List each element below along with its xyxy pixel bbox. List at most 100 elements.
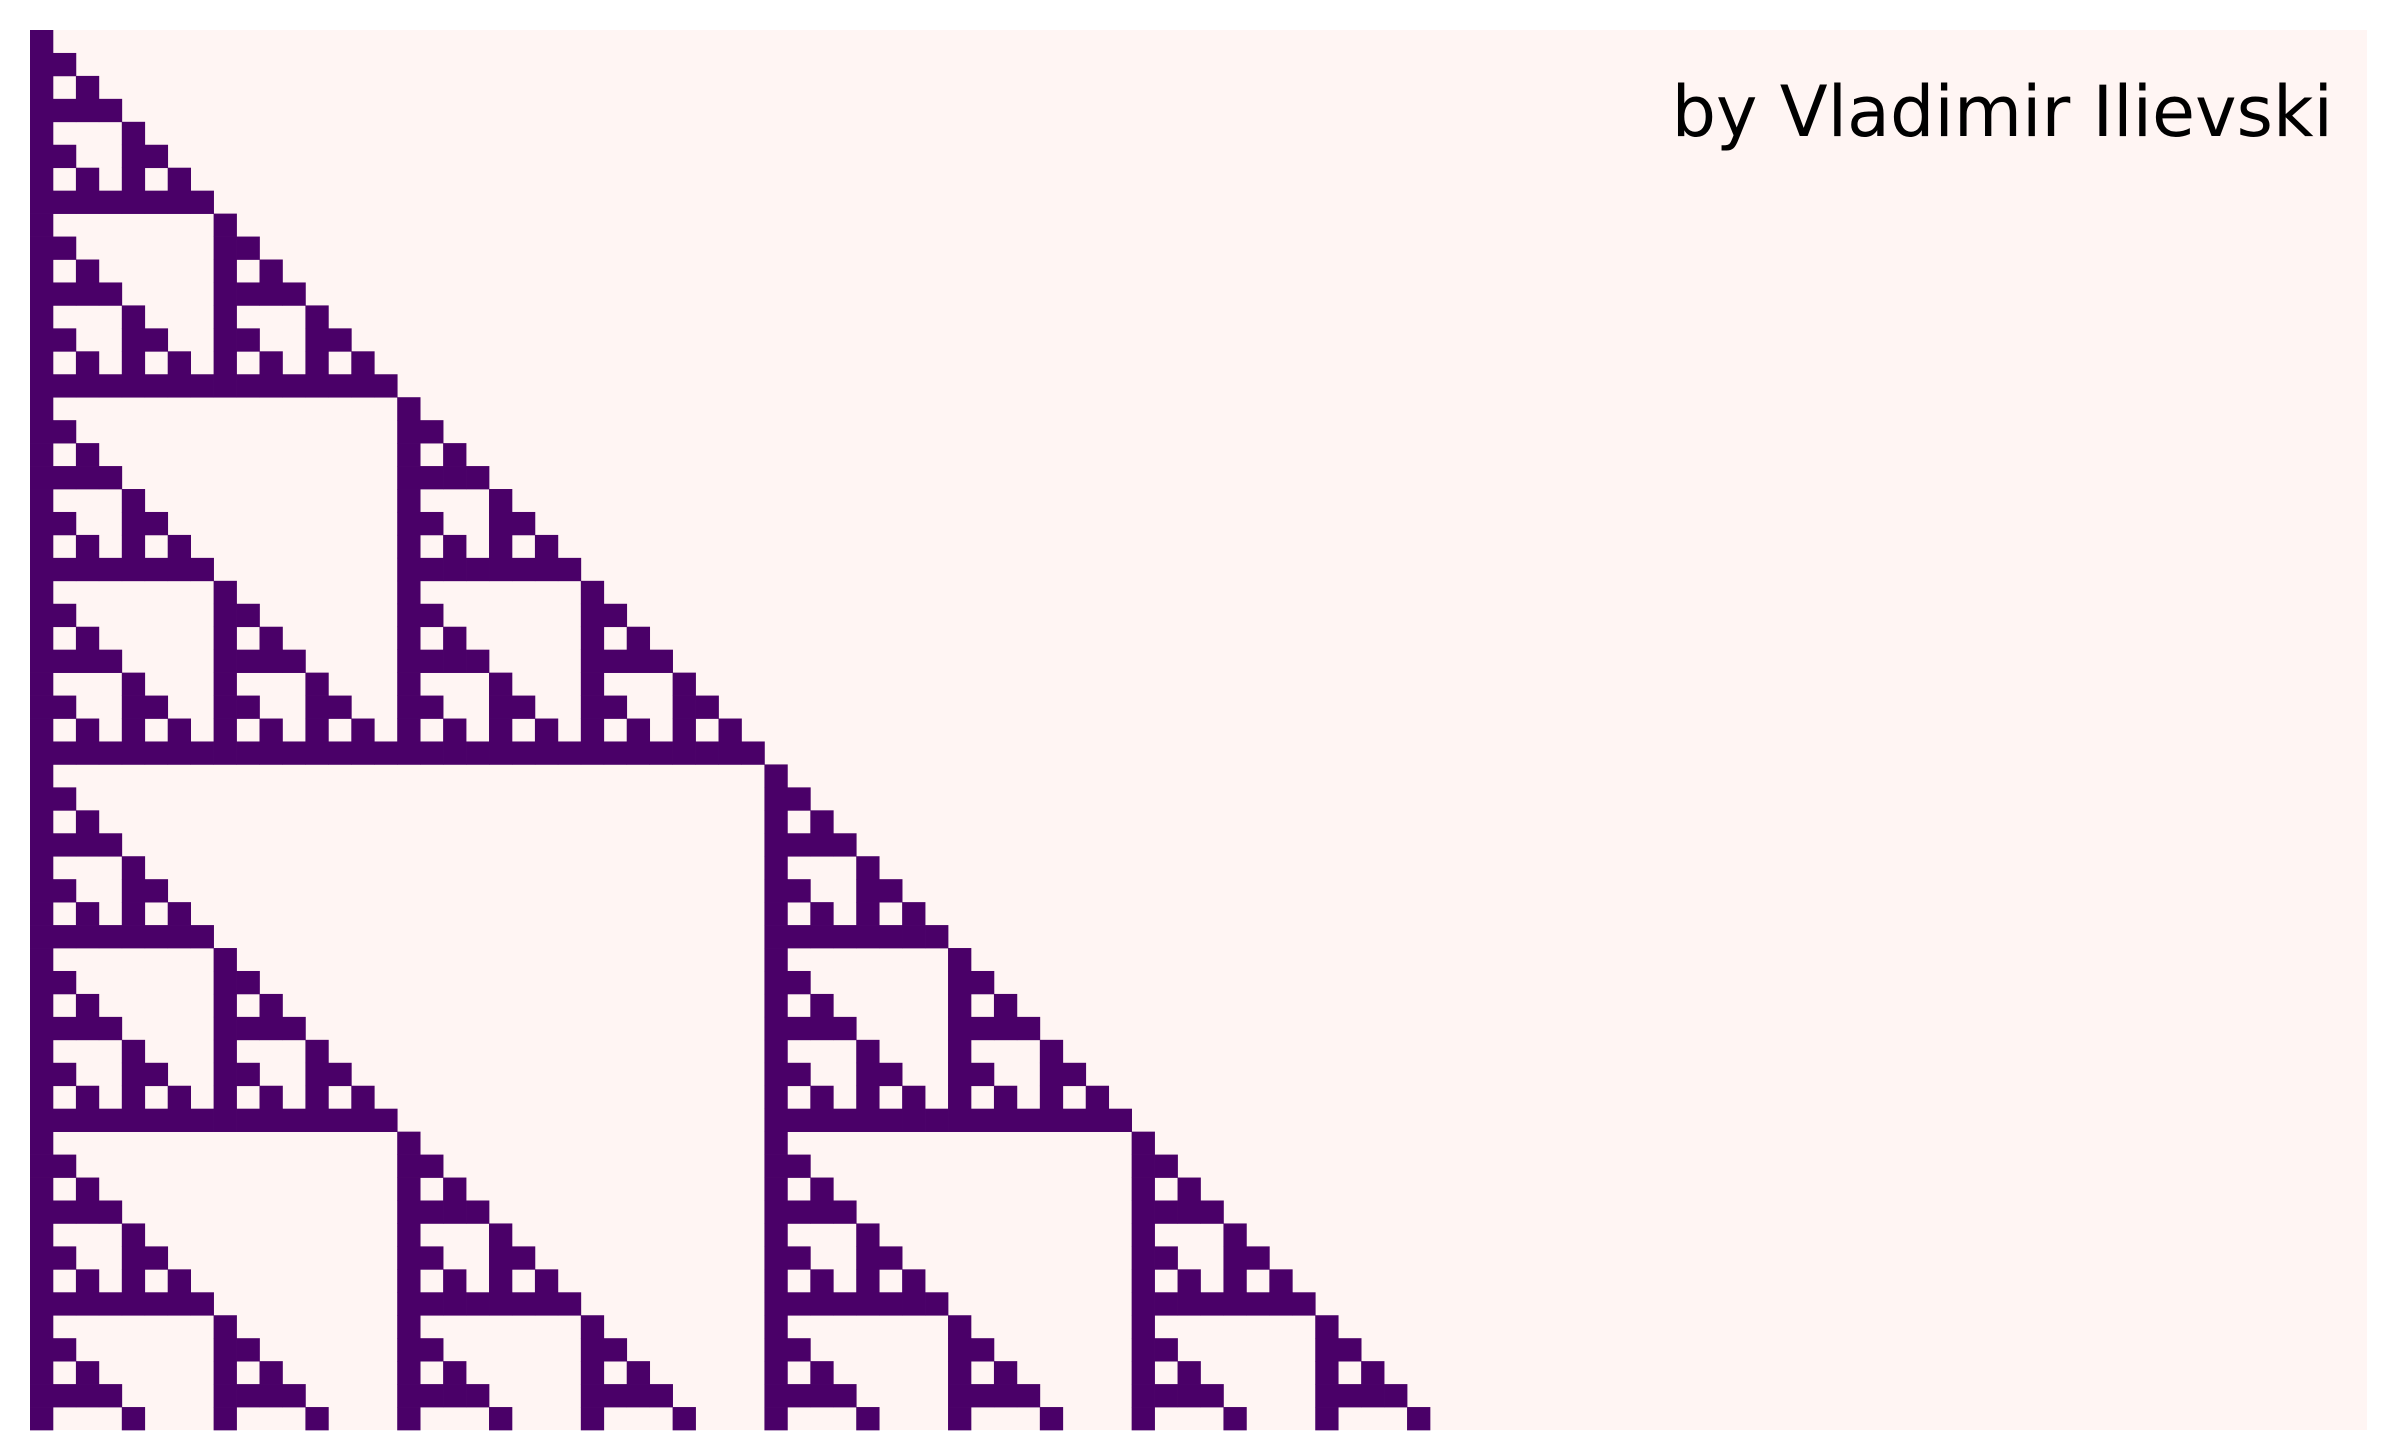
filled-cell xyxy=(190,190,214,214)
filled-cell xyxy=(764,879,788,903)
filled-cell xyxy=(30,1384,54,1408)
filled-cell xyxy=(75,1269,100,1293)
filled-cell xyxy=(144,557,169,582)
filled-cell xyxy=(948,1085,972,1110)
filled-cell xyxy=(1131,1269,1155,1293)
filled-cell xyxy=(925,925,949,949)
filled-cell xyxy=(397,626,421,651)
filled-cell xyxy=(213,213,237,237)
filled-cell xyxy=(1131,1177,1155,1201)
filled-cell xyxy=(30,1246,54,1270)
filled-cell xyxy=(30,764,54,788)
filled-cell xyxy=(1292,1292,1316,1316)
filled-cell xyxy=(557,557,582,582)
filled-cell xyxy=(397,534,421,559)
filled-cell xyxy=(420,557,444,582)
filled-cell xyxy=(764,810,788,834)
filled-cell xyxy=(466,466,490,490)
filled-cell xyxy=(856,1246,880,1270)
filled-cell xyxy=(511,695,536,719)
filled-cell xyxy=(787,1200,811,1224)
filled-cell xyxy=(397,672,421,696)
filled-cell xyxy=(1223,1269,1247,1293)
filled-cell xyxy=(30,75,54,100)
filled-cell xyxy=(30,1016,54,1041)
filled-cell xyxy=(30,1315,54,1339)
filled-cell xyxy=(1039,1085,1064,1110)
filled-cell xyxy=(580,1407,605,1431)
filled-cell xyxy=(580,1361,605,1385)
filled-cell xyxy=(672,1407,696,1431)
filled-cell xyxy=(1338,1384,1362,1408)
filled-cell xyxy=(511,557,536,582)
filled-cell xyxy=(167,167,192,192)
filled-cell xyxy=(30,374,54,398)
filled-cell xyxy=(649,741,673,765)
filled-cell xyxy=(121,1223,146,1247)
filled-cell xyxy=(52,741,77,765)
filled-cell xyxy=(305,1108,329,1132)
filled-cell xyxy=(1154,1292,1178,1316)
filled-cell xyxy=(213,1016,237,1041)
filled-cell xyxy=(879,1108,903,1132)
filled-cell xyxy=(213,672,237,696)
filled-cell xyxy=(764,1154,788,1178)
filled-cell xyxy=(718,718,742,742)
filled-cell xyxy=(236,1338,260,1362)
filled-cell xyxy=(144,511,169,536)
filled-cell xyxy=(213,1407,237,1431)
filled-cell xyxy=(213,1315,237,1339)
filled-cell xyxy=(30,351,54,375)
filled-cell xyxy=(30,1177,54,1201)
filled-cell xyxy=(787,787,811,811)
filled-cell xyxy=(121,121,146,146)
filled-cell xyxy=(75,993,100,1018)
filled-cell xyxy=(1154,1200,1178,1224)
filled-cell xyxy=(489,1292,513,1316)
filled-cell xyxy=(603,1338,628,1362)
filled-cell xyxy=(948,1384,972,1408)
filled-cell xyxy=(1315,1361,1339,1385)
filled-cell xyxy=(856,925,880,949)
filled-cell xyxy=(626,649,651,673)
filled-cell xyxy=(213,993,237,1018)
filled-cell xyxy=(443,1292,467,1316)
filled-cell xyxy=(282,374,306,398)
filled-cell xyxy=(305,741,329,765)
filled-cell xyxy=(557,741,582,765)
filled-cell xyxy=(764,1039,788,1064)
filled-cell xyxy=(1016,1016,1041,1041)
filled-cell xyxy=(833,1384,857,1408)
filled-cell xyxy=(833,1108,857,1132)
filled-cell xyxy=(144,741,169,765)
filled-cell xyxy=(902,1292,926,1316)
filled-cell xyxy=(603,741,628,765)
filled-cell xyxy=(328,374,352,398)
filled-cell xyxy=(1131,1292,1155,1316)
filled-cell xyxy=(397,649,421,673)
filled-cell xyxy=(75,1108,100,1132)
filled-cell xyxy=(351,1085,375,1110)
filled-cell xyxy=(764,1062,788,1087)
filled-cell xyxy=(52,557,77,582)
filled-cell xyxy=(626,741,651,765)
filled-cell xyxy=(443,1361,467,1385)
filled-cell xyxy=(810,1108,834,1132)
filled-cell xyxy=(489,534,513,559)
filled-cell xyxy=(695,741,719,765)
filled-cell xyxy=(1039,1108,1064,1132)
filled-cell xyxy=(144,1246,169,1270)
filled-cell xyxy=(1315,1407,1339,1431)
filled-cell xyxy=(948,1108,972,1132)
filled-cell xyxy=(259,741,283,765)
filled-cell xyxy=(98,1384,123,1408)
filled-cell xyxy=(489,718,513,742)
filled-cell xyxy=(52,787,77,811)
filled-cell xyxy=(30,98,54,123)
filled-cell xyxy=(787,1108,811,1132)
filled-cell xyxy=(52,466,77,490)
filled-cell xyxy=(580,580,605,605)
filled-cell xyxy=(1338,1338,1362,1362)
filled-cell xyxy=(1131,1407,1155,1431)
filled-cell xyxy=(259,718,283,742)
